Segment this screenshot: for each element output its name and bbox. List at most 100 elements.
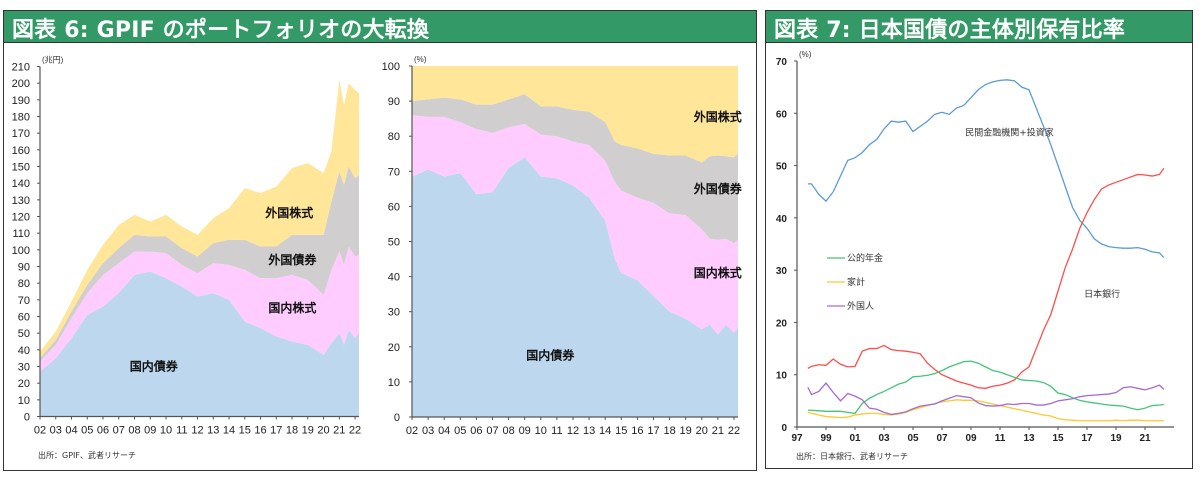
x-tick-label: 03 — [50, 425, 62, 437]
x-tick-label: 20 — [696, 425, 708, 437]
y-tick-label: 80 — [18, 278, 30, 290]
y-tick-label: 120 — [12, 212, 30, 224]
x-tick-label: 09 — [519, 425, 531, 437]
x-tick-label: 02 — [34, 425, 46, 437]
x-tick-label: 19 — [302, 425, 314, 437]
x-tick-label: 15 — [615, 425, 627, 437]
y-tick-label: 0 — [781, 423, 787, 434]
x-tick-label: 04 — [438, 425, 450, 437]
area-label: 外国債券 — [268, 252, 317, 267]
x-tick-label: 10 — [535, 425, 547, 437]
figure-title-jgb: 図表 7: 日本国債の主体別保有比率 — [774, 18, 1126, 43]
x-tick-label: 13 — [1023, 433, 1035, 444]
x-tick-label: 14 — [223, 425, 235, 437]
y-tick-label: 90 — [18, 262, 30, 274]
x-tick-label: 05 — [454, 425, 466, 437]
area-series-foreign_equity — [412, 66, 738, 163]
x-tick-label: 19 — [1110, 433, 1122, 444]
y-tick-label: 100 — [382, 61, 400, 73]
source-note-jgb: 出所：日本銀行、武者リサーチ — [796, 451, 908, 461]
x-tick-label: 02 — [406, 425, 418, 437]
chart-jgb-holders: 民間金融機関+投資家日本銀行公的年金家計外国人010203040506070(%… — [776, 50, 1174, 444]
y-tick-label: 50 — [776, 162, 788, 173]
y-tick-label: 90 — [388, 96, 400, 108]
y-tick-label: 60 — [776, 109, 788, 120]
series-label-private_fin: 民間金融機関+投資家 — [965, 127, 1054, 139]
x-tick-label: 15 — [239, 425, 251, 437]
area-label: 国内債券 — [130, 359, 179, 374]
chart-gpif-amount: 国内債券 国内株式 外国債券 外国株式 0 10 20 30 40 50 60 70 80 90 100 11… — [12, 55, 362, 437]
y-tick-label: 160 — [12, 145, 30, 157]
x-tick-label: 09 — [144, 425, 156, 437]
y-tick-label: 40 — [388, 272, 400, 284]
x-tick-label: 22 — [349, 425, 361, 437]
y-tick-label: 60 — [18, 312, 30, 324]
y-tick-label: 210 — [12, 62, 30, 74]
line-series-foreign — [807, 382, 1165, 416]
x-tick-label: 99 — [820, 433, 832, 444]
area-label: 外国債券 — [694, 181, 743, 196]
x-tick-label: 17 — [270, 425, 282, 437]
x-tick-label: 09 — [965, 433, 977, 444]
figure-header-gpif: 図表 6: GPIF のポートフォリオの大転換 — [4, 11, 756, 43]
area-label: 外国株式 — [694, 109, 742, 124]
y-tick-label: 200 — [12, 78, 30, 90]
y-tick-label: 150 — [12, 162, 30, 174]
x-tick-label: 07 — [486, 425, 498, 437]
series-label-boj: 日本銀行 — [1084, 288, 1120, 300]
y-tick-label: 170 — [12, 128, 30, 140]
y-tick-label: 0 — [24, 412, 30, 424]
y-tick-label: 70 — [776, 57, 788, 68]
x-tick-label: 07 — [113, 425, 125, 437]
y-tick-label: 40 — [776, 214, 788, 225]
line-series-private_fin — [807, 79, 1165, 259]
x-tick-label: 97 — [791, 433, 803, 444]
x-tick-label: 05 — [81, 425, 93, 437]
x-tick-label: 17 — [1081, 433, 1093, 444]
x-tick-label: 20 — [317, 425, 329, 437]
x-tick-label: 07 — [936, 433, 948, 444]
y-tick-label: 0 — [394, 412, 400, 424]
x-tick-label: 10 — [160, 425, 172, 437]
y-unit-label: (%) — [799, 50, 812, 59]
x-tick-label: 16 — [254, 425, 266, 437]
x-tick-label: 21 — [333, 425, 345, 437]
x-tick-label: 19 — [680, 425, 692, 437]
x-tick-label: 08 — [502, 425, 514, 437]
y-tick-label: 40 — [18, 345, 30, 357]
y-tick-label: 50 — [18, 328, 30, 340]
area-series-foreign_bonds — [40, 166, 359, 362]
x-tick-label: 03 — [878, 433, 890, 444]
area-series-foreign_bonds — [412, 94, 738, 244]
area-label: 国内株式 — [694, 265, 742, 280]
x-tick-label: 16 — [631, 425, 643, 437]
y-tick-label: 180 — [12, 112, 30, 124]
figure-header-jgb: 図表 7: 日本国債の主体別保有比率 — [766, 11, 1192, 43]
figure-title-gpif: 図表 6: GPIF のポートフォリオの大転換 — [12, 18, 430, 43]
y-tick-label: 30 — [18, 362, 30, 374]
y-tick-label: 60 — [388, 201, 400, 213]
y-tick-label: 130 — [12, 195, 30, 207]
x-tick-label: 03 — [422, 425, 434, 437]
area-series-domestic_bonds — [40, 271, 359, 417]
figure-panel-jgb: 図表 7: 日本国債の主体別保有比率 — [765, 10, 1193, 469]
legend-label-foreign: 外国人 — [847, 300, 874, 312]
area-series-domestic_equity — [40, 246, 359, 372]
legend-label-household: 家計 — [847, 276, 865, 288]
x-tick-label: 11 — [551, 425, 562, 437]
x-tick-label: 17 — [647, 425, 659, 437]
y-tick-label: 20 — [18, 378, 30, 390]
area-series-domestic_bonds — [412, 157, 738, 417]
y-tick-label: 140 — [12, 178, 30, 190]
y-tick-label: 100 — [12, 245, 30, 257]
x-tick-label: 08 — [128, 425, 140, 437]
x-tick-label: 05 — [907, 433, 919, 444]
y-tick-label: 30 — [388, 307, 400, 319]
y-tick-label: 30 — [776, 266, 788, 277]
x-tick-label: 11 — [176, 425, 187, 437]
x-tick-label: 15 — [1052, 433, 1064, 444]
y-tick-label: 70 — [388, 166, 400, 178]
y-tick-label: 190 — [12, 95, 30, 107]
x-tick-label: 11 — [995, 433, 1006, 444]
